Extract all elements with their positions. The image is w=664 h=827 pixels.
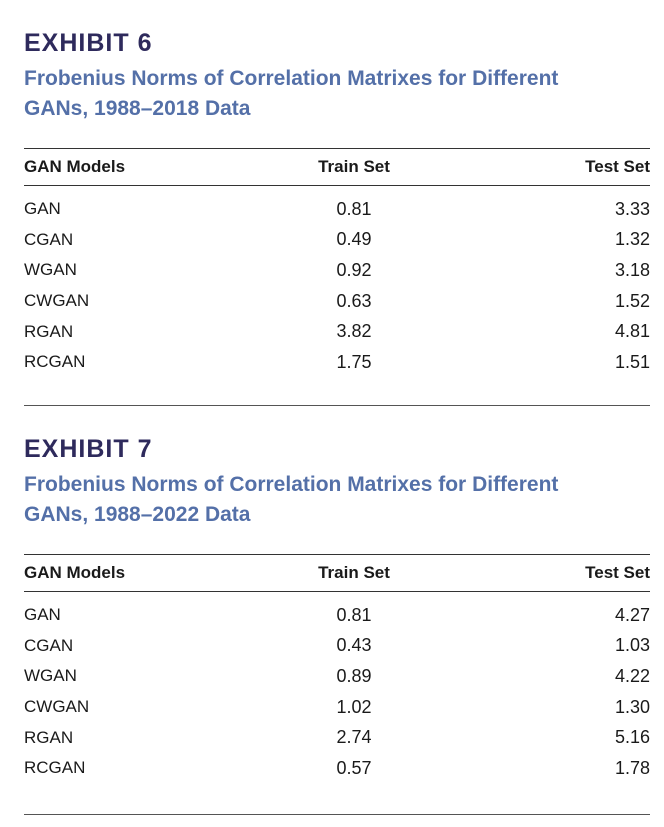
train-cell: 0.89 xyxy=(336,665,372,686)
test-cell: 3.33 xyxy=(614,198,650,219)
column-header-test: Test Set xyxy=(474,148,650,186)
exhibit-label: EXHIBIT 7 xyxy=(24,435,153,463)
model-cell: RCGAN xyxy=(24,758,86,778)
train-cell: 1.02 xyxy=(336,696,372,717)
test-cell: 1.51 xyxy=(614,351,650,372)
column-header-models: GAN Models xyxy=(24,554,234,592)
exhibit-title-line-2: GANs, 1988–2018 Data xyxy=(24,97,251,120)
model-cell: CWGAN xyxy=(24,291,90,311)
exhibit-label: EXHIBIT 6 xyxy=(24,29,153,57)
model-cell: RCGAN xyxy=(24,352,86,372)
model-cell: RGAN xyxy=(24,727,74,747)
frobenius-table-1988-2022: GAN Models Train Set Test Set GAN 0.81 4… xyxy=(24,554,650,784)
exhibit-title: Frobenius Norms of Correlation Matrixes … xyxy=(24,470,650,530)
table-row: RCGAN 0.57 1.78 xyxy=(24,753,650,784)
train-cell: 3.82 xyxy=(336,321,372,342)
table-row: CWGAN 0.63 1.52 xyxy=(24,286,650,317)
table-row: WGAN 0.92 3.18 xyxy=(24,255,650,286)
test-cell: 1.30 xyxy=(614,696,650,717)
table-row: CWGAN 1.02 1.30 xyxy=(24,692,650,723)
model-cell: CGAN xyxy=(24,635,74,655)
column-header-train: Train Set xyxy=(234,148,474,186)
exhibit-title-line-1: Frobenius Norms of Correlation Matrixes … xyxy=(24,473,559,496)
table-row: CGAN 0.43 1.03 xyxy=(24,631,650,662)
test-cell: 4.27 xyxy=(614,604,650,625)
exhibit-title-line-1: Frobenius Norms of Correlation Matrixes … xyxy=(24,67,559,90)
train-cell: 1.75 xyxy=(336,351,372,372)
test-cell: 1.32 xyxy=(614,229,650,250)
train-cell: 0.43 xyxy=(336,635,372,656)
column-header-train: Train Set xyxy=(234,554,474,592)
table-bottom-rule xyxy=(24,405,650,406)
table-row: GAN 0.81 4.27 xyxy=(24,600,650,631)
model-cell: RGAN xyxy=(24,321,74,341)
test-cell: 1.03 xyxy=(614,635,650,656)
exhibit-title-line-2: GANs, 1988–2022 Data xyxy=(24,503,251,526)
column-header-test: Test Set xyxy=(474,554,650,592)
table-row: CGAN 0.49 1.32 xyxy=(24,225,650,256)
table-row: RGAN 2.74 5.16 xyxy=(24,722,650,753)
model-cell: CWGAN xyxy=(24,697,90,717)
train-cell: 0.81 xyxy=(336,198,372,219)
model-cell: WGAN xyxy=(24,666,77,686)
exhibit-title: Frobenius Norms of Correlation Matrixes … xyxy=(24,64,650,124)
test-cell: 1.52 xyxy=(614,290,650,311)
table-row: WGAN 0.89 4.22 xyxy=(24,661,650,692)
test-cell: 4.22 xyxy=(614,665,650,686)
train-cell: 2.74 xyxy=(336,727,372,748)
model-cell: GAN xyxy=(24,199,61,219)
table-row: RCGAN 1.75 1.51 xyxy=(24,347,650,378)
train-cell: 0.63 xyxy=(336,290,372,311)
train-cell: 0.49 xyxy=(336,229,372,250)
test-cell: 5.16 xyxy=(614,727,650,748)
exhibit-6: EXHIBIT 6 Frobenius Norms of Correlation… xyxy=(24,28,650,406)
model-cell: GAN xyxy=(24,605,61,625)
table-header-row: GAN Models Train Set Test Set xyxy=(24,554,650,592)
test-cell: 4.81 xyxy=(614,321,650,342)
model-cell: CGAN xyxy=(24,229,74,249)
test-cell: 3.18 xyxy=(614,259,650,280)
table-bottom-rule xyxy=(24,814,650,815)
model-cell: WGAN xyxy=(24,260,77,280)
train-cell: 0.81 xyxy=(336,604,372,625)
train-cell: 0.57 xyxy=(336,757,372,778)
table-row: GAN 0.81 3.33 xyxy=(24,194,650,225)
frobenius-table-1988-2018: GAN Models Train Set Test Set GAN 0.81 3… xyxy=(24,148,650,378)
column-header-models: GAN Models xyxy=(24,148,234,186)
table-row: RGAN 3.82 4.81 xyxy=(24,316,650,347)
table-header-row: GAN Models Train Set Test Set xyxy=(24,148,650,186)
train-cell: 0.92 xyxy=(336,259,372,280)
test-cell: 1.78 xyxy=(614,757,650,778)
exhibit-7: EXHIBIT 7 Frobenius Norms of Correlation… xyxy=(24,434,650,815)
